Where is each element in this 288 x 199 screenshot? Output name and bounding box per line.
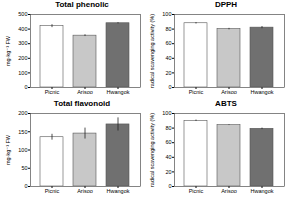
svg-text:Picnic: Picnic: [45, 188, 60, 194]
svg-text:100: 100: [18, 147, 27, 153]
svg-text:Hwangok: Hwangok: [251, 89, 274, 95]
svg-text:Picnic: Picnic: [189, 188, 204, 194]
svg-text:80: 80: [165, 26, 171, 32]
svg-text:200: 200: [18, 55, 27, 61]
svg-text:Arisoo: Arisoo: [221, 89, 237, 95]
svg-text:radical scavenging activity (%: radical scavenging activity (%): [149, 14, 155, 88]
html-text:ABTS: ABTS: [215, 99, 237, 108]
svg-text:mg·kg⁻¹ FW: mg·kg⁻¹ FW: [5, 35, 11, 66]
svg-text:200: 200: [18, 110, 27, 116]
svg-text:20: 20: [165, 70, 171, 76]
svg-text:60: 60: [165, 40, 171, 46]
svg-text:0: 0: [168, 183, 171, 189]
svg-text:Picnic: Picnic: [45, 89, 60, 95]
svg-text:20: 20: [165, 169, 171, 175]
svg-text:60: 60: [165, 139, 171, 145]
svg-text:40: 40: [165, 55, 171, 61]
svg-text:Hwangok: Hwangok: [107, 188, 130, 194]
svg-text:80: 80: [165, 125, 171, 131]
svg-text:mg·kg⁻¹ FW: mg·kg⁻¹ FW: [5, 134, 11, 165]
svg-text:400: 400: [18, 26, 27, 32]
html-text:Total phenolic: Total phenolic: [55, 0, 109, 9]
svg-text:Arisoo: Arisoo: [77, 188, 93, 194]
html-text:DPPH: DPPH: [214, 0, 238, 9]
svg-text:50: 50: [21, 165, 27, 171]
svg-text:Arisoo: Arisoo: [77, 89, 93, 95]
svg-text:0: 0: [24, 183, 27, 189]
svg-text:Arisoo: Arisoo: [221, 188, 237, 194]
svg-text:0: 0: [24, 84, 27, 90]
svg-text:0: 0: [168, 84, 171, 90]
html-text:Total flavonoid: Total flavonoid: [53, 99, 111, 108]
svg-text:100: 100: [162, 110, 171, 116]
svg-text:40: 40: [165, 154, 171, 160]
svg-text:Hwangok: Hwangok: [251, 188, 274, 194]
svg-text:100: 100: [162, 11, 171, 17]
svg-text:500: 500: [18, 11, 27, 17]
svg-text:150: 150: [18, 129, 27, 135]
svg-text:Hwangok: Hwangok: [107, 89, 130, 95]
svg-text:Picnic: Picnic: [189, 89, 204, 95]
svg-text:300: 300: [18, 40, 27, 46]
svg-text:radical scavenging activity (%: radical scavenging activity (%): [149, 113, 155, 187]
svg-text:100: 100: [18, 70, 27, 76]
